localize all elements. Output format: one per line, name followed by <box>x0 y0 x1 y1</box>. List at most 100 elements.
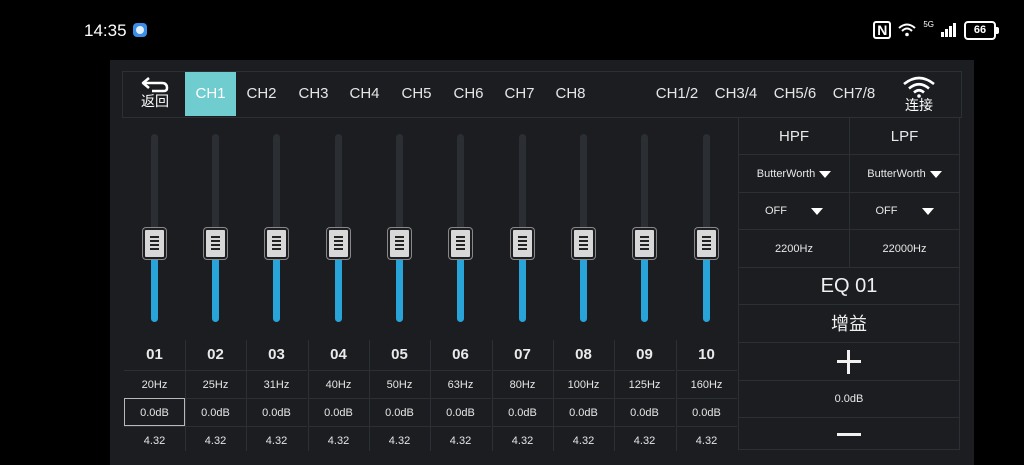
band-slider-thumb[interactable] <box>388 227 411 259</box>
band-gain[interactable]: 0.0dB <box>308 398 369 426</box>
tab-ch6[interactable]: CH6 <box>453 85 484 102</box>
band-slider-fill <box>396 243 403 322</box>
eq-band: 01 20Hz 0.0dB 4.32 <box>124 118 185 451</box>
band-number[interactable]: 01 <box>146 346 163 363</box>
band-number[interactable]: 03 <box>268 346 285 363</box>
band-number[interactable]: 04 <box>330 346 347 363</box>
band-slider-thumb[interactable] <box>572 227 595 259</box>
band-slider-fill <box>212 243 219 322</box>
band-q[interactable]: 4.32 <box>553 426 614 454</box>
gain-value[interactable]: 0.0dB <box>834 393 864 405</box>
band-frequency[interactable]: 20Hz <box>124 370 185 398</box>
band-slider-thumb[interactable] <box>633 227 656 259</box>
band-number[interactable]: 05 <box>391 346 408 363</box>
dropdown-caret-icon <box>921 207 934 215</box>
band-q[interactable]: 4.32 <box>492 426 553 454</box>
grid-divider <box>614 340 615 451</box>
lpf-type-select[interactable]: ButterWorth <box>849 155 959 192</box>
band-frequency[interactable]: 40Hz <box>308 370 369 398</box>
tab-ch5-6[interactable]: CH5/6 <box>773 85 817 102</box>
band-gain[interactable]: 0.0dB <box>492 398 553 426</box>
hpf-slope-select[interactable]: OFF <box>739 193 849 229</box>
band-slider-thumb[interactable] <box>327 227 350 259</box>
band-number[interactable]: 08 <box>575 346 592 363</box>
gain-value-row: 0.0dB <box>739 381 959 418</box>
band-frequency[interactable]: 25Hz <box>185 370 246 398</box>
tab-ch4[interactable]: CH4 <box>349 85 380 102</box>
eq-band: 06 63Hz 0.0dB 4.32 <box>430 118 491 451</box>
band-frequency[interactable]: 80Hz <box>492 370 553 398</box>
wifi-status-icon <box>898 23 916 37</box>
tab-ch8[interactable]: CH8 <box>555 85 586 102</box>
grid-divider <box>492 340 493 451</box>
grid-divider <box>553 340 554 451</box>
band-number[interactable]: 06 <box>452 346 469 363</box>
tab-ch7-8[interactable]: CH7/8 <box>832 85 876 102</box>
band-gain[interactable]: 0.0dB <box>246 398 307 426</box>
band-number[interactable]: 09 <box>636 346 653 363</box>
band-frequency[interactable]: 160Hz <box>676 370 737 398</box>
band-number[interactable]: 10 <box>698 346 715 363</box>
gain-label: 增益 <box>831 314 867 334</box>
band-q[interactable]: 4.32 <box>614 426 675 454</box>
hpf-type-select[interactable]: ButterWorth <box>739 155 849 192</box>
tab-ch5[interactable]: CH5 <box>401 85 432 102</box>
tab-ch3-4[interactable]: CH3/4 <box>714 85 758 102</box>
band-slider-fill <box>519 243 526 322</box>
band-slider-thumb[interactable] <box>204 227 227 259</box>
band-q[interactable]: 4.32 <box>124 426 185 454</box>
nfc-icon: N <box>873 21 892 39</box>
band-frequency[interactable]: 63Hz <box>430 370 491 398</box>
band-frequency[interactable]: 50Hz <box>369 370 430 398</box>
band-q[interactable]: 4.32 <box>369 426 430 454</box>
band-q[interactable]: 4.32 <box>185 426 246 454</box>
lpf-slope-select[interactable]: OFF <box>849 193 959 229</box>
band-slider-fill <box>703 243 710 322</box>
band-slider-fill <box>457 243 464 322</box>
wifi-icon <box>903 76 935 98</box>
band-gain[interactable]: 0.0dB <box>369 398 430 426</box>
tab-ch7[interactable]: CH7 <box>504 85 535 102</box>
minus-icon[interactable] <box>837 423 861 447</box>
eq-preset-name[interactable]: EQ 01 <box>820 275 878 297</box>
tab-ch3[interactable]: CH3 <box>298 85 329 102</box>
band-slider-thumb[interactable] <box>143 227 166 259</box>
lpf-frequency[interactable]: 22000Hz <box>849 230 959 267</box>
band-frequency[interactable]: 125Hz <box>614 370 675 398</box>
band-gain[interactable]: 0.0dB <box>553 398 614 426</box>
plus-icon[interactable] <box>837 350 861 374</box>
band-slider-fill <box>641 243 648 322</box>
band-gain[interactable]: 0.0dB <box>676 398 737 426</box>
band-gain[interactable]: 0.0dB <box>124 398 185 426</box>
band-q[interactable]: 4.32 <box>676 426 737 454</box>
band-gain[interactable]: 0.0dB <box>614 398 675 426</box>
band-slider-thumb[interactable] <box>265 227 288 259</box>
hpf-frequency[interactable]: 2200Hz <box>775 243 813 255</box>
band-gain[interactable]: 0.0dB <box>430 398 491 426</box>
back-button[interactable]: 返回 <box>135 74 175 116</box>
band-number[interactable]: 07 <box>514 346 531 363</box>
band-frequency[interactable]: 100Hz <box>553 370 614 398</box>
tab-ch1[interactable]: CH1 <box>185 72 236 116</box>
band-gain[interactable]: 0.0dB <box>185 398 246 426</box>
filter-freq-row: 2200Hz 22000Hz <box>739 230 959 268</box>
connect-button[interactable]: 连接 <box>899 73 939 117</box>
eq-band: 02 25Hz 0.0dB 4.32 <box>185 118 246 451</box>
lpf-slope-value: OFF <box>875 205 898 217</box>
band-slider-thumb[interactable] <box>449 227 472 259</box>
band-slider-thumb[interactable] <box>695 227 718 259</box>
lpf-label: LPF <box>849 118 959 154</box>
grid-divider <box>369 340 370 451</box>
filter-header-row: HPF LPF <box>739 118 959 155</box>
band-number[interactable]: 02 <box>207 346 224 363</box>
filter-slope-row: OFF OFF <box>739 193 959 230</box>
band-q[interactable]: 4.32 <box>246 426 307 454</box>
band-q[interactable]: 4.32 <box>308 426 369 454</box>
grid-divider <box>308 340 309 451</box>
grid-divider <box>185 340 186 451</box>
band-frequency[interactable]: 31Hz <box>246 370 307 398</box>
band-q[interactable]: 4.32 <box>430 426 491 454</box>
tab-ch2[interactable]: CH2 <box>246 85 277 102</box>
band-slider-thumb[interactable] <box>511 227 534 259</box>
tab-ch1-2[interactable]: CH1/2 <box>655 85 699 102</box>
